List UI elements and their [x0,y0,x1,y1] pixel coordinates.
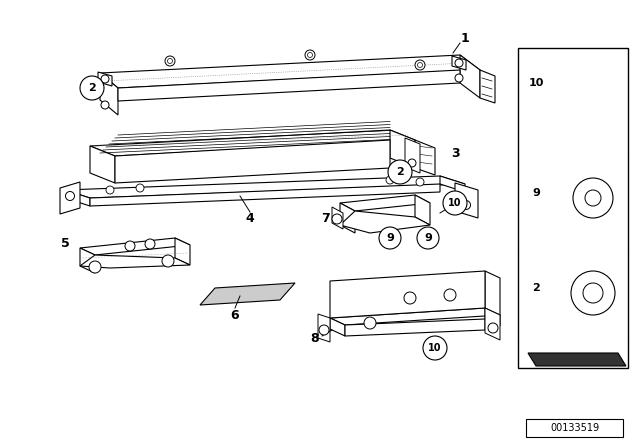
Circle shape [388,160,412,184]
Text: 2: 2 [396,167,404,177]
Text: 4: 4 [246,211,254,224]
Circle shape [488,323,498,333]
Bar [587,63,599,71]
Polygon shape [405,138,420,173]
Polygon shape [200,283,295,305]
Circle shape [443,191,467,215]
Circle shape [332,214,342,224]
Polygon shape [98,72,112,86]
Polygon shape [115,140,390,183]
Text: 2: 2 [88,83,96,93]
Polygon shape [100,55,480,88]
Circle shape [573,178,613,218]
Polygon shape [340,211,430,233]
FancyBboxPatch shape [259,186,278,194]
Circle shape [379,227,401,249]
Circle shape [417,63,422,68]
FancyBboxPatch shape [518,48,628,368]
Polygon shape [80,238,190,255]
Circle shape [386,176,394,184]
Polygon shape [485,308,500,340]
Circle shape [408,159,416,167]
Text: 10: 10 [448,198,461,208]
Text: 6: 6 [230,309,239,322]
Polygon shape [90,184,440,206]
Circle shape [101,101,109,109]
Text: 10: 10 [428,343,442,353]
Polygon shape [415,195,430,225]
Text: 00133519: 00133519 [550,423,600,433]
Circle shape [101,75,109,83]
Polygon shape [175,238,190,265]
Polygon shape [440,176,465,192]
Circle shape [583,283,603,303]
Polygon shape [340,203,355,233]
Polygon shape [340,195,430,211]
Circle shape [136,184,144,192]
Polygon shape [480,70,495,103]
Polygon shape [415,140,435,175]
Text: 5: 5 [61,237,69,250]
Circle shape [165,56,175,66]
Polygon shape [318,314,330,342]
Polygon shape [80,248,95,273]
Text: 1: 1 [461,31,469,44]
Polygon shape [332,207,343,229]
Circle shape [364,317,376,329]
Polygon shape [485,308,500,326]
Circle shape [307,52,312,57]
Polygon shape [455,183,478,218]
Text: 9: 9 [424,233,432,243]
Circle shape [125,241,135,251]
Circle shape [319,325,329,335]
Polygon shape [452,56,466,70]
Circle shape [162,255,174,267]
Circle shape [305,50,315,60]
Polygon shape [390,130,415,168]
Text: 8: 8 [310,332,319,345]
Polygon shape [528,353,626,366]
Circle shape [444,289,456,301]
FancyBboxPatch shape [220,188,239,195]
Polygon shape [330,318,345,336]
Polygon shape [118,70,460,101]
Polygon shape [80,255,190,268]
FancyBboxPatch shape [526,419,623,437]
Circle shape [417,227,439,249]
Circle shape [423,336,447,360]
Polygon shape [90,146,115,183]
Circle shape [455,74,463,82]
Circle shape [65,191,74,201]
Circle shape [571,271,615,315]
Polygon shape [460,55,480,98]
Text: 7: 7 [321,211,330,224]
Polygon shape [65,190,90,206]
Text: 3: 3 [451,146,460,159]
Circle shape [80,76,104,100]
Polygon shape [65,176,465,198]
Text: 9: 9 [532,188,540,198]
Polygon shape [60,182,80,214]
Text: 10: 10 [528,78,544,88]
Circle shape [415,60,425,70]
Circle shape [106,186,114,194]
Text: 9: 9 [386,233,394,243]
Text: 2: 2 [532,283,540,293]
Polygon shape [330,271,485,318]
Polygon shape [330,308,500,325]
Circle shape [461,201,470,210]
Circle shape [145,239,155,249]
Circle shape [168,59,173,64]
Circle shape [404,292,416,304]
Polygon shape [100,73,118,115]
Circle shape [585,190,601,206]
Circle shape [455,59,463,67]
Circle shape [416,178,424,186]
Circle shape [89,261,101,273]
Polygon shape [90,130,415,156]
Polygon shape [345,319,485,336]
Polygon shape [485,271,500,315]
